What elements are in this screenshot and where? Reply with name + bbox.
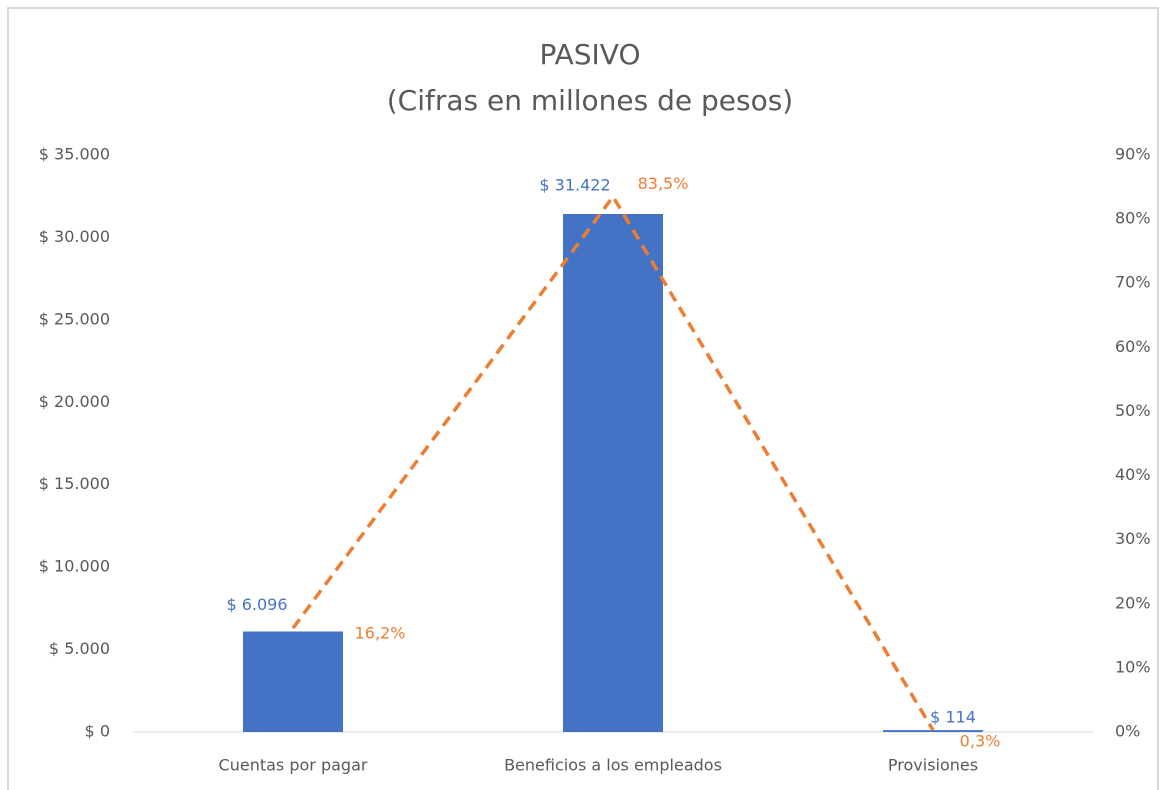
line-value-label: 83,5% [638,174,689,193]
y-tick-label: $ 0 [85,722,110,741]
y2-tick-label: 50% [1115,401,1151,420]
bar [883,730,983,732]
y-tick-label: $ 10.000 [39,557,110,576]
y-tick-label: $ 15.000 [39,474,110,493]
y-tick-label: $ 5.000 [49,639,110,658]
y-tick-label: $ 35.000 [39,145,110,164]
bar-value-label: $ 114 [930,708,976,727]
y2-tick-label: 40% [1115,465,1151,484]
x-tick-label: Cuentas por pagar [219,756,368,775]
y2-tick-label: 80% [1115,209,1151,228]
y-tick-label: $ 30.000 [39,227,110,246]
y-tick-label: $ 20.000 [39,392,110,411]
bar [563,213,663,732]
bar [243,631,343,732]
bar-value-label: $ 31.422 [539,175,610,194]
chart-subtitle: (Cifras en millones de pesos) [387,84,793,117]
chart-title: PASIVO [540,38,641,71]
bar-value-label: $ 6.096 [226,595,287,614]
y2-tick-label: 30% [1115,529,1151,548]
line-value-label: 0,3% [960,732,1001,751]
y2-tick-label: 20% [1115,593,1151,612]
y-tick-label: $ 25.000 [39,309,110,328]
x-tick-label: Provisiones [888,756,978,775]
y2-tick-label: 0% [1115,722,1140,741]
x-tick-label: Beneficios a los empleados [504,756,722,775]
y2-tick-label: 70% [1115,273,1151,292]
y2-tick-label: 10% [1115,657,1151,676]
y2-tick-label: 90% [1115,145,1151,164]
y2-tick-label: 60% [1115,337,1151,356]
line-value-label: 16,2% [355,624,406,643]
